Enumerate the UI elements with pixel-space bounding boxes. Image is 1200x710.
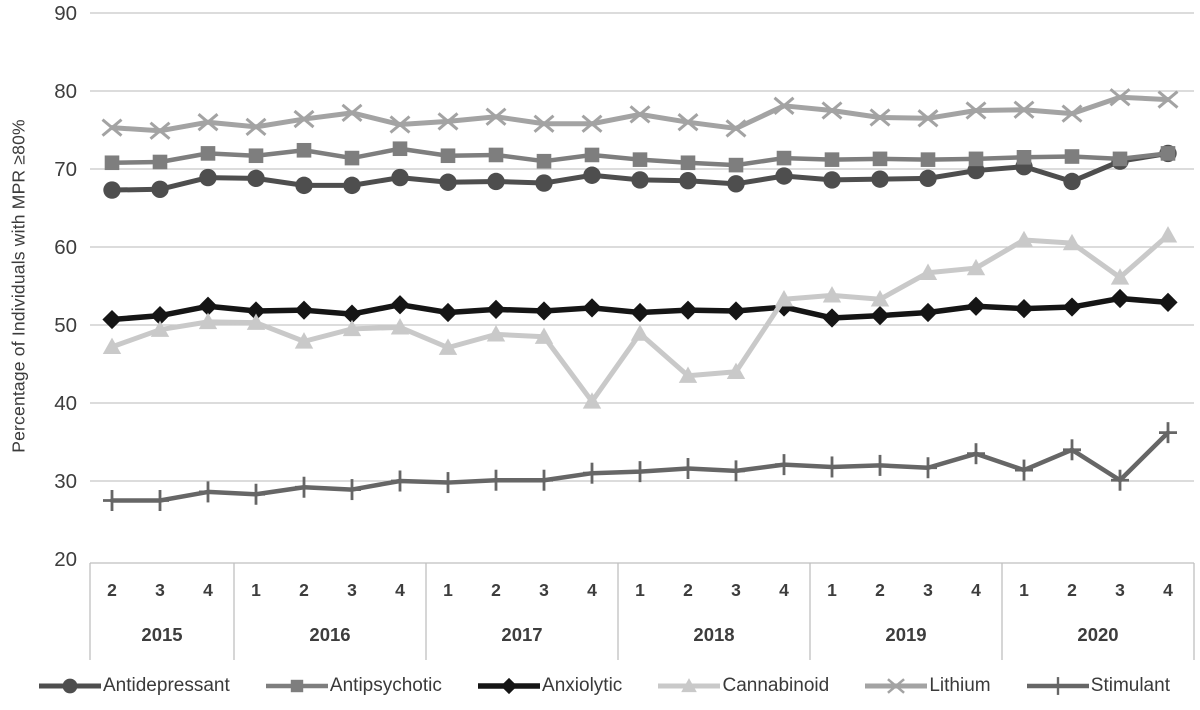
circle-marker-icon: [39, 678, 101, 694]
plus-marker-icon: [1026, 677, 1089, 695]
quarter-label: 2: [299, 580, 309, 600]
legend-item-antidepressant: Antidepressant: [38, 674, 230, 698]
quarter-label: 1: [1019, 580, 1029, 600]
y-tick-label: 40: [54, 392, 77, 415]
quarter-label: 2: [107, 580, 117, 600]
gridlines: [90, 12, 1194, 482]
year-label: 2016: [309, 624, 350, 645]
year-label: 2019: [885, 624, 926, 645]
y-tick-label: 70: [54, 158, 77, 181]
legend-label: Antipsychotic: [329, 675, 442, 696]
quarter-label: 3: [731, 580, 741, 600]
diamond-marker-icon: [478, 677, 541, 695]
square-marker-icon: [265, 679, 328, 693]
triangle-marker-icon: [658, 678, 721, 693]
series-antidepressant: [103, 144, 1177, 199]
series-stimulant: [103, 422, 1177, 511]
quarter-label: 1: [443, 580, 453, 600]
legend-label: Lithium: [929, 675, 991, 696]
legend-item-lithium: Lithium: [864, 674, 991, 698]
series-anxiolytic: [102, 288, 1178, 330]
quarter-label: 4: [587, 580, 597, 600]
quarter-label: 2: [875, 580, 885, 600]
quarter-label: 4: [971, 580, 981, 600]
quarter-label: 1: [251, 580, 261, 600]
quarter-label: 1: [827, 580, 837, 600]
series-cannabinoid: [102, 226, 1178, 409]
y-tick-label: 30: [54, 470, 77, 493]
quarter-label: 3: [923, 580, 933, 600]
quarter-label: 4: [779, 580, 789, 600]
legend-item-anxiolytic: Anxiolytic: [477, 674, 622, 698]
legend: Antidepressant Antipsychotic Anxiolytic Can…: [38, 671, 1170, 701]
quarter-label: 2: [1067, 580, 1077, 600]
quarter-label: 2: [683, 580, 693, 600]
legend-label: Stimulant: [1090, 675, 1170, 696]
legend-label: Cannabinoid: [722, 675, 830, 696]
year-label: 2015: [141, 624, 182, 645]
y-tick-label: 80: [54, 80, 77, 103]
year-label: 2018: [693, 624, 734, 645]
quarter-label: 1: [635, 580, 645, 600]
y-tick-label: 60: [54, 236, 77, 259]
y-axis-title: Percentage of Individuals with MPR ≥80%: [8, 119, 29, 453]
quarter-label: 2: [491, 580, 501, 600]
x-marker-icon: [865, 678, 928, 694]
quarter-label: 3: [347, 580, 357, 600]
quarter-label: 3: [1115, 580, 1125, 600]
y-tick-label: 20: [54, 548, 77, 571]
y-tick-label: 50: [54, 314, 77, 337]
legend-label: Antidepressant: [103, 675, 230, 696]
legend-label: Anxiolytic: [542, 675, 623, 696]
year-label: 2020: [1077, 624, 1118, 645]
x-axis-table: 2 3 4 2015 1 2 3 4 2016 1 2 3 4 2017 1 2 3 4 2018 1 2 3 4 2019 1…: [89, 562, 1195, 660]
series-lithium: [101, 88, 1179, 140]
quarter-label: 3: [155, 580, 165, 600]
legend-item-cannabinoid: Cannabinoid: [657, 674, 829, 698]
quarter-label: 3: [539, 580, 549, 600]
series-antipsychotic: [104, 141, 1176, 173]
legend-item-stimulant: Stimulant: [1026, 674, 1170, 698]
quarter-label: 4: [395, 580, 405, 600]
y-tick-label: 90: [54, 2, 77, 25]
y-tick-labels: 20 30 40 50 60 70 80 90: [54, 2, 77, 571]
year-label: 2017: [501, 624, 542, 645]
legend-item-antipsychotic: Antipsychotic: [265, 674, 442, 698]
quarter-label: 4: [203, 580, 213, 600]
quarter-label: 4: [1163, 580, 1173, 600]
